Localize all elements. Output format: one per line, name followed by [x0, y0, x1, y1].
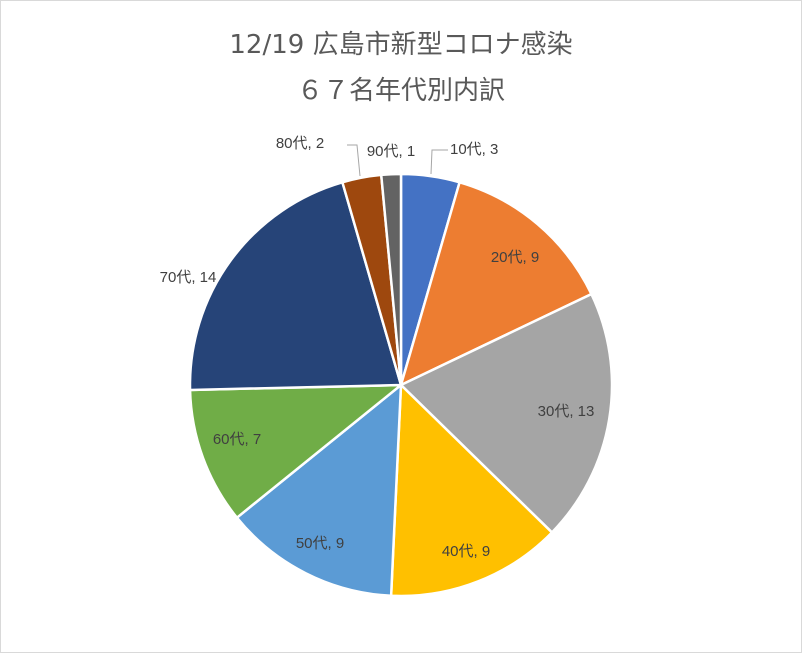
chart-subtitle: ６７名年代別内訳	[296, 76, 505, 106]
leader-line-80代	[347, 144, 361, 177]
pie-slice-40代	[389, 382, 554, 598]
pie-slice-50代	[235, 382, 403, 598]
data-label-20代: 20代, 9	[491, 249, 539, 266]
data-label-90代: 90代, 1	[367, 143, 415, 160]
pie-slice-70代	[188, 180, 403, 392]
pie-slice-90代	[379, 172, 403, 386]
data-label-30代: 30代, 13	[538, 403, 595, 420]
data-label-60代: 60代, 7	[213, 431, 261, 448]
pie-slice-30代	[398, 292, 614, 535]
chart-title: 12/19 広島市新型コロナ感染	[229, 30, 573, 60]
data-label-80代: 80代, 2	[276, 135, 324, 152]
data-label-10代: 10代, 3	[450, 141, 498, 158]
data-label-70代: 70代, 14	[160, 269, 217, 286]
leader-line-10代	[430, 149, 448, 175]
data-label-40代: 40代, 9	[442, 543, 490, 560]
pie-slice-20代	[399, 180, 594, 388]
data-label-50代: 50代, 9	[296, 535, 344, 552]
pie-slice-60代	[188, 383, 405, 520]
